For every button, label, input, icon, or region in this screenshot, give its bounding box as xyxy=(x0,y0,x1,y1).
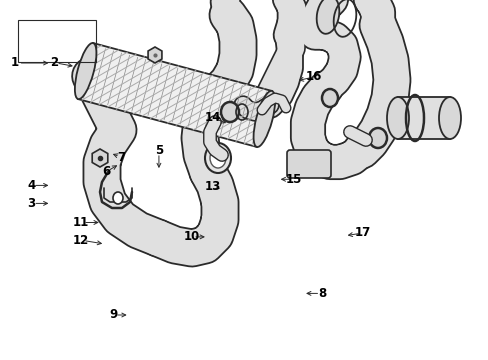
Text: 8: 8 xyxy=(318,287,326,300)
Text: 6: 6 xyxy=(102,165,110,178)
Ellipse shape xyxy=(75,43,96,99)
Text: 5: 5 xyxy=(155,144,163,157)
Ellipse shape xyxy=(253,91,275,147)
Text: 10: 10 xyxy=(183,230,199,243)
Ellipse shape xyxy=(316,0,339,34)
Ellipse shape xyxy=(368,128,386,148)
Text: 13: 13 xyxy=(204,180,221,193)
Bar xyxy=(18,20,96,62)
Ellipse shape xyxy=(204,143,230,173)
Text: 11: 11 xyxy=(73,216,89,229)
Text: 17: 17 xyxy=(354,226,370,239)
Text: 9: 9 xyxy=(109,309,117,321)
Text: 7: 7 xyxy=(117,150,125,163)
Text: 4: 4 xyxy=(27,179,35,192)
Text: 14: 14 xyxy=(204,111,220,124)
Bar xyxy=(397,97,449,139)
Ellipse shape xyxy=(221,102,239,122)
Ellipse shape xyxy=(386,97,408,139)
Bar xyxy=(78,43,271,147)
Ellipse shape xyxy=(321,89,337,107)
Text: 16: 16 xyxy=(305,71,322,84)
Text: 3: 3 xyxy=(27,197,35,210)
Text: 12: 12 xyxy=(72,234,88,247)
FancyBboxPatch shape xyxy=(286,150,330,178)
Ellipse shape xyxy=(438,97,460,139)
Ellipse shape xyxy=(209,148,225,168)
Text: 15: 15 xyxy=(285,173,302,186)
Ellipse shape xyxy=(113,192,123,204)
Text: 1: 1 xyxy=(11,57,19,69)
Text: 2: 2 xyxy=(50,56,58,69)
